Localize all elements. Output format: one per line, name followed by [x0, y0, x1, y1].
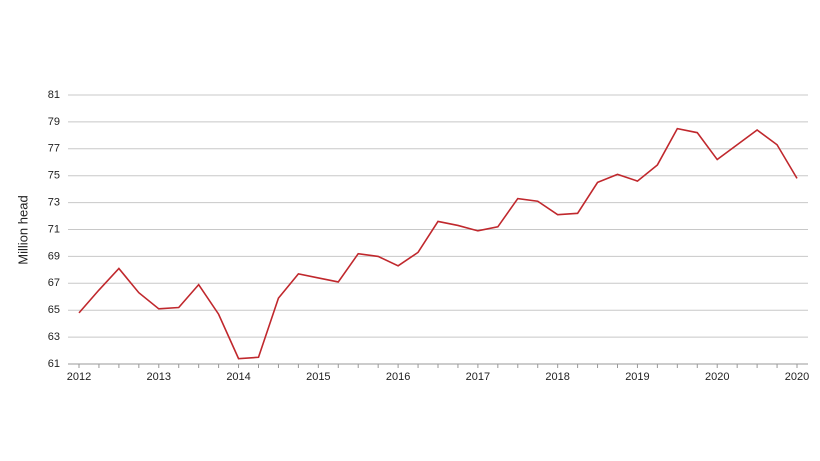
y-tick-label: 81	[48, 89, 60, 101]
data-line	[78, 127, 798, 360]
x-tick-label: 2016	[386, 371, 410, 383]
x-tick-label: 2012	[67, 371, 91, 383]
x-tick-label: 2020	[705, 371, 729, 383]
x-tick-label: 2018	[545, 371, 569, 383]
y-tick-label: 65	[48, 304, 60, 316]
y-tick-label: 73	[48, 197, 60, 209]
y-tick-label: 75	[48, 170, 60, 182]
y-tick-label: 71	[48, 223, 60, 235]
y-tick-label: 77	[48, 143, 60, 155]
y-tick-label: 63	[48, 331, 60, 343]
y-tick-label: 69	[48, 250, 60, 262]
y-tick-label: 79	[48, 116, 60, 128]
x-tick-label: 2015	[306, 371, 330, 383]
x-tick-label: 2020	[785, 371, 809, 383]
y-tick-label: 61	[48, 358, 60, 370]
x-tick-label: 2017	[466, 371, 490, 383]
x-tick-label: 2013	[147, 371, 171, 383]
y-axis-label: Million head	[15, 195, 30, 264]
y-tick-label: 67	[48, 277, 60, 289]
x-tick-label: 2014	[226, 371, 250, 383]
x-tick-label: 2019	[625, 371, 649, 383]
